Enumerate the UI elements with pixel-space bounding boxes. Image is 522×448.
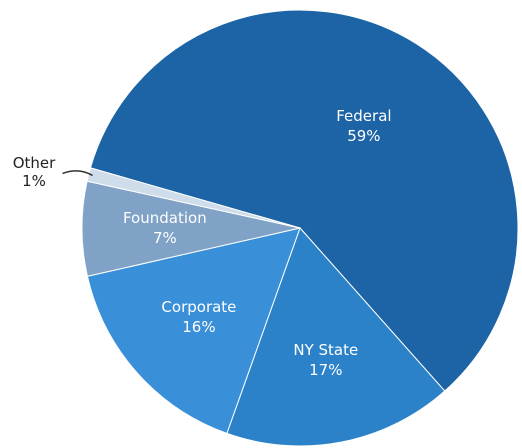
- leader-line: [62, 170, 93, 177]
- pie-slice: [86, 227, 301, 435]
- pie-slice: [226, 227, 446, 447]
- slice-value: 59%: [347, 127, 380, 145]
- slice-label: Other: [13, 154, 56, 172]
- slice-value: 16%: [182, 318, 215, 336]
- pie-slice: [89, 9, 519, 392]
- slice-label: Federal: [336, 107, 391, 125]
- slice-label: Foundation: [123, 209, 207, 227]
- slice-value: 1%: [22, 172, 46, 190]
- slice-label: NY State: [293, 341, 358, 359]
- slice-value: 17%: [309, 361, 342, 379]
- slice-value: 7%: [153, 229, 177, 247]
- slice-label: Corporate: [161, 298, 236, 316]
- pie-slice: [86, 167, 301, 229]
